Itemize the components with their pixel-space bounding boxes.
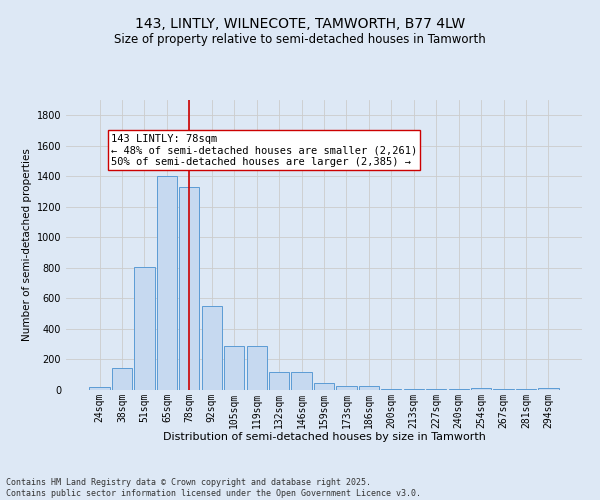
Bar [134, 267, 155, 390]
Bar [292, 372, 311, 390]
Bar [179, 187, 199, 390]
Bar [247, 346, 267, 390]
Y-axis label: Number of semi-detached properties: Number of semi-detached properties [22, 148, 32, 342]
Text: 143, LINTLY, WILNECOTE, TAMWORTH, B77 4LW: 143, LINTLY, WILNECOTE, TAMWORTH, B77 4L… [135, 18, 465, 32]
Text: Contains HM Land Registry data © Crown copyright and database right 2025.
Contai: Contains HM Land Registry data © Crown c… [6, 478, 421, 498]
Bar [516, 389, 536, 390]
Bar [404, 389, 424, 390]
Bar [269, 372, 289, 390]
Text: Size of property relative to semi-detached houses in Tamworth: Size of property relative to semi-detach… [114, 32, 486, 46]
Bar [449, 389, 469, 390]
Bar [337, 386, 356, 390]
Bar [381, 389, 401, 390]
X-axis label: Distribution of semi-detached houses by size in Tamworth: Distribution of semi-detached houses by … [163, 432, 485, 442]
Bar [426, 389, 446, 390]
Bar [359, 386, 379, 390]
Bar [89, 387, 110, 390]
Bar [224, 346, 244, 390]
Bar [112, 368, 132, 390]
Bar [538, 388, 559, 390]
Text: 143 LINTLY: 78sqm
← 48% of semi-detached houses are smaller (2,261)
50% of semi-: 143 LINTLY: 78sqm ← 48% of semi-detached… [111, 134, 417, 167]
Bar [493, 389, 514, 390]
Bar [314, 383, 334, 390]
Bar [157, 176, 177, 390]
Bar [202, 306, 222, 390]
Bar [471, 388, 491, 390]
